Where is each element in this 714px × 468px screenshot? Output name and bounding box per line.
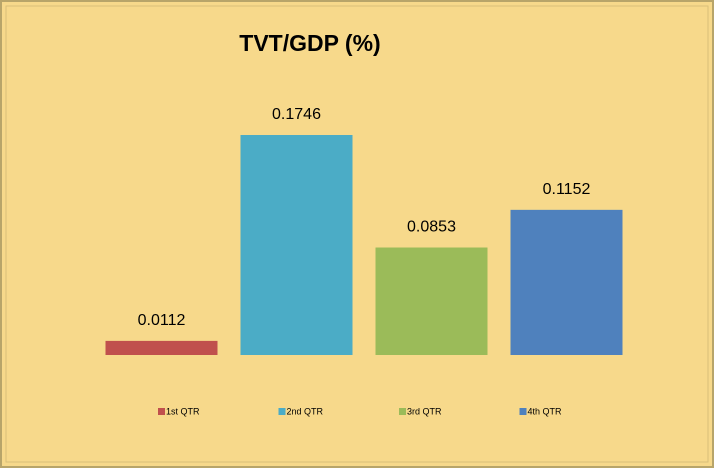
data-label: 0.1152	[543, 181, 591, 198]
plot-border	[5, 5, 709, 463]
chart-title: TVT/GDP (%)	[239, 30, 380, 56]
legend-label: 4th QTR	[528, 406, 563, 416]
legend-label: 2nd QTR	[287, 406, 324, 416]
bar	[375, 247, 488, 355]
legend-swatch	[158, 408, 165, 415]
legend-swatch	[519, 408, 527, 415]
legend-swatch	[278, 408, 286, 415]
data-label: 0.0112	[138, 312, 186, 329]
bar	[240, 135, 353, 355]
data-label: 0.1746	[272, 106, 321, 123]
bar	[105, 340, 218, 355]
legend-label: 1st QTR	[166, 406, 200, 416]
legend-label: 3rd QTR	[407, 406, 442, 416]
legend-swatch	[399, 408, 406, 415]
bar	[510, 209, 623, 355]
data-label: 0.0853	[407, 219, 456, 236]
